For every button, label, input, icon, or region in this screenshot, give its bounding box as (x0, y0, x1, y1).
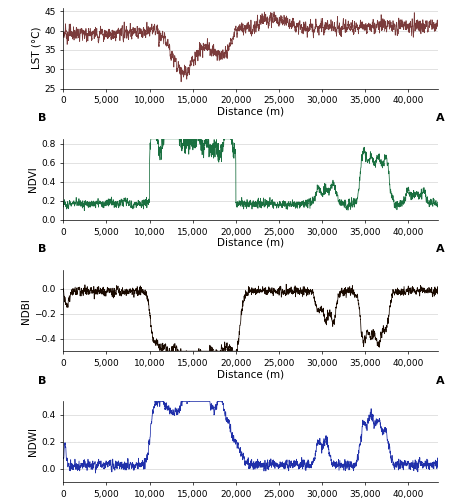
Text: B: B (38, 244, 47, 254)
Text: A: A (435, 113, 444, 123)
Text: B: B (38, 113, 47, 123)
Y-axis label: NDWI: NDWI (28, 428, 38, 456)
X-axis label: Distance (m): Distance (m) (217, 238, 284, 248)
X-axis label: Distance (m): Distance (m) (217, 369, 284, 379)
Y-axis label: LST (°C): LST (°C) (31, 27, 41, 70)
Y-axis label: NDVI: NDVI (28, 166, 38, 192)
Text: A: A (435, 376, 444, 386)
X-axis label: Distance (m): Distance (m) (217, 106, 284, 117)
Text: A: A (435, 244, 444, 254)
Text: B: B (38, 376, 47, 386)
Y-axis label: NDBI: NDBI (21, 298, 31, 324)
